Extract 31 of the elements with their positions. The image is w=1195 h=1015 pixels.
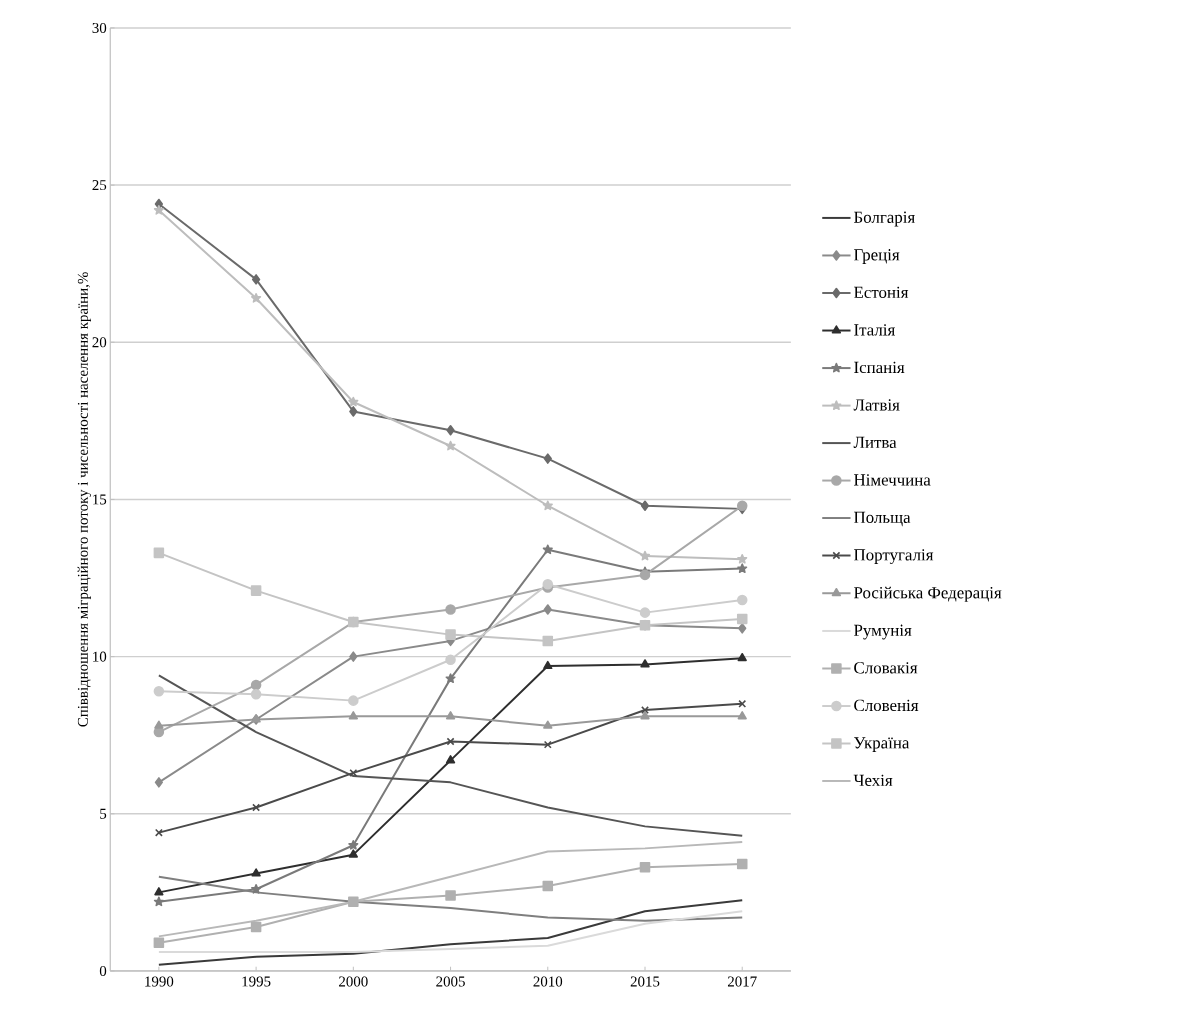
legend-label: Чехія (853, 774, 893, 787)
legend-label: Латвія (853, 399, 900, 411)
legend-label: Греція (853, 249, 900, 264)
legend-label: Іспанія (854, 361, 905, 374)
x-tick-label: 2017 (727, 976, 757, 987)
legend-label: Німеччина (853, 474, 931, 486)
y-tick-label: 20 (92, 337, 107, 348)
legend-label: Естонія (853, 286, 909, 299)
x-tick-label: 1995 (242, 976, 271, 987)
x-tick-label: 2000 (339, 976, 368, 987)
y-tick-label: 30 (92, 22, 107, 34)
x-tick-label: 2015 (630, 976, 660, 987)
legend-label: Болгарія (853, 211, 915, 227)
y-tick-label: 5 (100, 808, 107, 819)
y-tick-label: 0 (99, 966, 107, 977)
y-axis-title: Співвідношення міграційного потоку і чисельності населення країни,% (77, 272, 91, 727)
legend-label: Португалія (853, 549, 934, 565)
legend-label: Італія (854, 324, 895, 336)
y-tick-label: 25 (92, 180, 107, 191)
legend-label: Україна (854, 737, 910, 752)
legend-label: Польща (853, 511, 911, 527)
legend-label: Литва (853, 436, 897, 449)
x-tick-label: 2010 (533, 976, 563, 987)
legend-label: Словакія (854, 662, 918, 674)
x-tick-label: 2005 (436, 976, 465, 987)
legend-label: Румунія (853, 624, 912, 640)
y-tick-label: 15 (93, 494, 107, 505)
x-tick-label: 1990 (145, 976, 174, 987)
legend-label: Словенія (854, 699, 919, 712)
y-tick-label: 10 (93, 651, 107, 662)
legend-label: Російська Федерація (853, 586, 1002, 602)
